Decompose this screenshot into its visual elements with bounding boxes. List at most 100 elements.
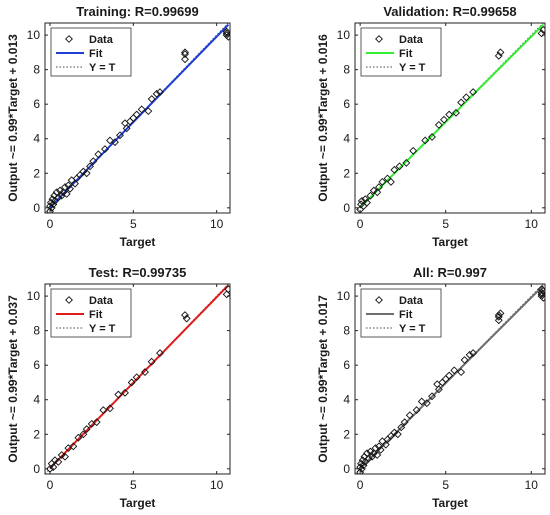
x-tick-label: 5 bbox=[442, 478, 449, 492]
data-point-46 bbox=[224, 32, 230, 41]
data-point-18 bbox=[121, 388, 129, 397]
data-point-15 bbox=[395, 162, 404, 171]
x-tick-label: 0 bbox=[357, 478, 364, 492]
y-tick-label: 8 bbox=[343, 324, 350, 338]
legend-data-label: Data bbox=[89, 34, 114, 46]
data-point-15 bbox=[62, 190, 71, 198]
data-point-10 bbox=[54, 193, 63, 202]
data-point-5 bbox=[361, 195, 370, 204]
data-point-7 bbox=[366, 191, 375, 200]
y-tick-label: 6 bbox=[343, 358, 350, 372]
data-point-26 bbox=[405, 411, 414, 420]
y-tick-label: 0 bbox=[33, 462, 40, 476]
y-tick-label: 2 bbox=[343, 166, 350, 180]
data-point-40 bbox=[156, 88, 164, 97]
plot-panel-4: 0 5 10 0 2 4 6 8 10 All: R=0.997 Target Output ~= 0… bbox=[316, 265, 546, 510]
legend-fit-label: Fit bbox=[89, 48, 103, 60]
legend-identity-label: Y = T bbox=[89, 62, 116, 74]
legend-data-label: Data bbox=[399, 34, 424, 46]
data-point-16 bbox=[375, 442, 383, 451]
data-point-13 bbox=[369, 449, 378, 458]
y-tick-label: 8 bbox=[33, 324, 40, 338]
x-tick-label: 5 bbox=[130, 478, 137, 492]
x-tick-label: 0 bbox=[47, 478, 54, 492]
data-point-35 bbox=[445, 371, 454, 380]
data-point-21 bbox=[141, 368, 149, 377]
data-point-13 bbox=[387, 177, 395, 186]
data-point-27 bbox=[412, 406, 421, 415]
plot-area bbox=[45, 23, 230, 213]
data-point-16 bbox=[402, 158, 411, 167]
data-point-17 bbox=[66, 184, 74, 193]
data-point-42 bbox=[494, 311, 503, 320]
data-point-32 bbox=[434, 385, 443, 394]
data-point-44 bbox=[494, 312, 503, 321]
x-axis-label: Target bbox=[120, 235, 156, 249]
data-point-25 bbox=[89, 157, 98, 166]
data-point-29 bbox=[111, 138, 119, 147]
data-point-43 bbox=[181, 48, 189, 57]
x-axis-label: Target bbox=[432, 235, 468, 249]
data-point-38 bbox=[147, 95, 156, 103]
data-point-23 bbox=[82, 169, 91, 178]
x-axis-label: Target bbox=[120, 496, 156, 510]
plot-area bbox=[355, 23, 545, 213]
data-point-19 bbox=[127, 378, 136, 387]
plot-panel-2: 0 5 10 0 2 4 6 8 10 Validation: R=0.99658 Target Ou… bbox=[316, 4, 546, 249]
panel-title: All: R=0.997 bbox=[413, 265, 487, 280]
data-point-26 bbox=[469, 88, 478, 97]
y-tick-label: 6 bbox=[33, 358, 40, 372]
y-tick-label: 4 bbox=[33, 393, 40, 407]
legend-fit-label: Fit bbox=[89, 309, 103, 321]
data-point-19 bbox=[428, 133, 436, 141]
y-tick-label: 6 bbox=[33, 97, 40, 111]
y-tick-label: 0 bbox=[343, 201, 350, 215]
data-point-14 bbox=[92, 418, 101, 427]
data-point-10 bbox=[74, 433, 83, 442]
legend-data-marker bbox=[65, 35, 73, 43]
data-point-30 bbox=[428, 392, 436, 401]
legend: Data Fit Y = T bbox=[50, 288, 132, 338]
data-point-24 bbox=[181, 311, 189, 320]
data-point-9 bbox=[373, 188, 382, 197]
data-point-25 bbox=[182, 314, 191, 323]
data-point-28 bbox=[106, 136, 114, 145]
fit-line bbox=[359, 23, 544, 209]
plot-panel-1: 0 5 10 0 2 4 6 8 10 Training: R=0.99699 Target Outp… bbox=[6, 4, 231, 249]
legend-data-marker bbox=[375, 296, 383, 304]
data-point-40 bbox=[469, 349, 478, 358]
data-point-3 bbox=[49, 463, 58, 472]
x-tick-label: 10 bbox=[210, 478, 224, 492]
data-point-26 bbox=[94, 150, 103, 159]
data-point-9 bbox=[69, 442, 78, 451]
data-point-8 bbox=[369, 186, 378, 195]
data-point-17 bbox=[409, 146, 418, 155]
data-point-30 bbox=[539, 25, 545, 34]
data-point-41 bbox=[494, 316, 503, 325]
data-point-32 bbox=[122, 124, 131, 133]
data-point-50 bbox=[537, 285, 545, 294]
data-point-4 bbox=[51, 456, 59, 465]
data-point-36 bbox=[137, 105, 146, 114]
data-point-10 bbox=[375, 183, 383, 192]
data-point-29 bbox=[422, 399, 431, 408]
y-tick-label: 0 bbox=[33, 201, 40, 215]
data-point-47 bbox=[539, 293, 545, 302]
legend-data-marker bbox=[65, 296, 73, 304]
y-axis-label: Output ~= 0.99*Target + 0.016 bbox=[316, 34, 330, 202]
y-tick-label: 10 bbox=[27, 289, 41, 303]
data-point-47 bbox=[222, 27, 230, 36]
data-point-37 bbox=[457, 368, 466, 377]
data-point-27 bbox=[101, 145, 109, 154]
data-point-24 bbox=[86, 162, 94, 171]
plot-area bbox=[355, 284, 545, 474]
data-point-36 bbox=[450, 366, 459, 375]
y-tick-label: 4 bbox=[33, 132, 40, 146]
legend-identity-label: Y = T bbox=[89, 323, 116, 335]
panel-title: Validation: R=0.99658 bbox=[383, 4, 516, 19]
data-point-35 bbox=[132, 110, 141, 119]
data-point-37 bbox=[144, 107, 153, 116]
data-point-11 bbox=[79, 430, 88, 439]
data-point-10 bbox=[364, 454, 373, 463]
x-tick-label: 0 bbox=[47, 217, 54, 231]
